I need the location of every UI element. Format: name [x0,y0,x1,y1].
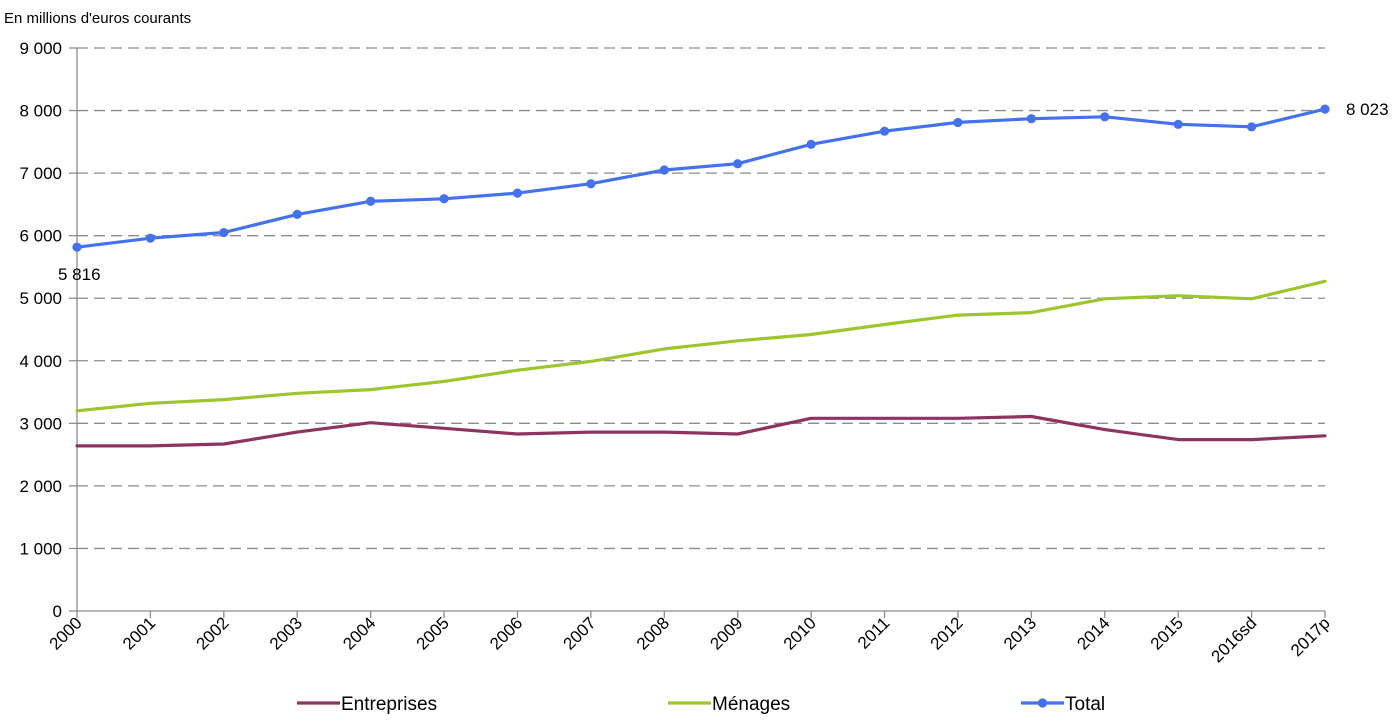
y-tick-label: 4 000 [19,352,62,371]
data-point-total [439,194,449,204]
y-tick-label: 7 000 [19,164,62,183]
y-tick-label: 5 000 [19,289,62,308]
data-labels: 5 816 8 023 [58,100,1389,284]
x-tick-label: 2014 [1073,613,1113,653]
y-tick-label: 2 000 [19,477,62,496]
legend-label-menages: Ménages [712,694,790,715]
x-tick-label: 2012 [927,613,967,653]
data-point-total [145,233,156,243]
data-point-total [879,126,890,136]
data-point-total [512,188,523,198]
x-tick-label: 2015 [1147,613,1187,653]
x-tick-label: 2008 [633,613,673,653]
legend-label-entreprises: Entreprises [341,694,437,715]
data-point-total [1246,122,1257,132]
y-tick-label: 9 000 [19,39,62,58]
y-tick-label: 3 000 [19,414,62,433]
y-tick-label: 6 000 [19,227,62,246]
series-line-total [75,107,1327,249]
data-point-total [366,196,376,206]
x-tick-label: 2010 [780,613,820,653]
data-point-total [733,159,743,169]
data-point-total [219,227,229,238]
series-line-entreprises [75,414,1327,448]
data-point-total [1100,112,1110,122]
data-point-total [72,242,82,252]
x-tick-label: 2013 [1000,613,1040,653]
y-tick-label: 0 [53,602,62,621]
data-point-total [292,209,302,219]
series-line-menages [75,279,1327,413]
data-point-total [1173,119,1183,129]
data-label: 5 816 [58,265,101,284]
data-point-total [659,165,669,175]
x-axis: 2000 2001 2002 2003 2004 2005 2006 2007 2008 2009… [46,610,1334,666]
unit-label: En millions d'euros courants [4,10,191,27]
legend: Entreprises Ménages Total [297,694,1105,715]
x-tick-label: 2003 [266,613,306,653]
x-tick-label: 2002 [192,613,232,653]
data-label: 8 023 [1346,100,1389,119]
x-tick-label: 2006 [486,613,526,653]
y-tick-label: 8 000 [19,102,62,121]
x-tick-label: 2017p [1287,613,1334,660]
legend-label-total: Total [1065,694,1105,715]
x-tick-label: 2001 [119,613,159,653]
x-tick-label: 2007 [560,613,600,653]
series-layer [72,104,1330,448]
x-tick-label: 2005 [413,613,453,653]
data-point-total [586,179,596,189]
y-tick-label: 1 000 [19,539,62,558]
x-tick-label: 2016sd [1208,613,1261,666]
data-point-total [1026,114,1036,124]
x-tick-label: 2004 [339,613,379,653]
y-axis: 0 1 000 2 000 3 000 4 000 5 000 6 000 7 000 8 00… [19,39,78,621]
data-point-total [1320,104,1330,114]
x-tick-label: 2011 [854,613,893,652]
legend-marker-total [1037,698,1048,708]
x-tick-label: 2009 [706,613,746,653]
data-point-total [806,139,816,149]
data-point-total [953,117,963,128]
